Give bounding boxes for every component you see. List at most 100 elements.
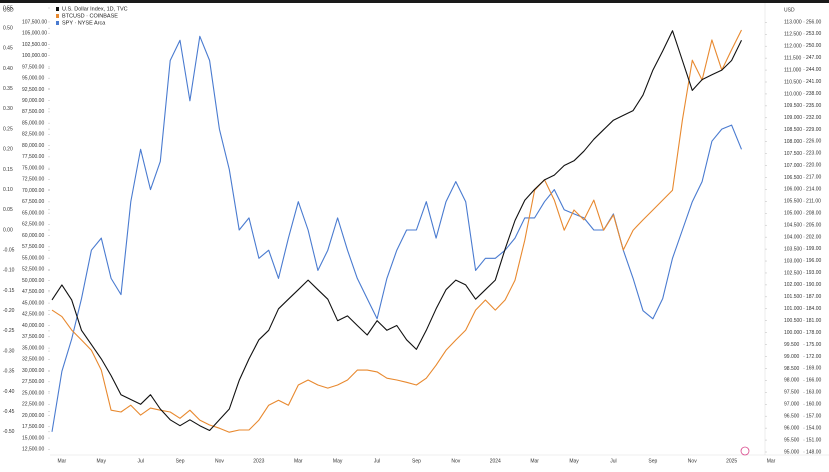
left2-tick-label: 15,000.00 [22,435,44,441]
right-tick-label: 108.000 [784,139,802,145]
right2-tick-label: 217.00 [806,175,822,181]
left-tick-label: 0.05 [3,207,13,213]
left2-tick-label: 92,500.00 [22,87,44,93]
right-tick-label: 113.000 [784,20,802,26]
left2-tick-label: 27,500.00 [22,379,44,385]
right-tick-label: 104.500 [784,223,802,229]
x-tick-label: May [97,458,107,464]
right-tick-label: 100.000 [784,330,802,336]
right2-tick-label: 175.00 [806,342,822,348]
x-tick-label: Nov [688,458,697,464]
x-tick-label: Sep [648,458,657,464]
right2-tick-label: 205.00 [806,222,822,228]
left2-tick-label: 67,500.00 [22,199,44,205]
left2-tick-label: 22,500.00 [22,402,44,408]
left-tick-label: 0.20 [3,147,13,153]
left2-tick-label: 50,000.00 [22,278,44,284]
left2-tick-label: 55,000.00 [22,255,44,261]
left-tick-label: -0.50 [3,429,15,435]
right-tick-label: 96.500 [784,414,800,420]
x-tick-label: 2024 [490,458,501,464]
right2-tick-label: 172.00 [806,354,822,360]
right2-tick-label: 151.00 [806,437,822,443]
right2-tick-label: 199.00 [806,246,822,252]
x-tick-label: Sep [412,458,421,464]
left-tick-label: 0.00 [3,227,13,233]
right2-tick-label: 229.00 [806,127,822,133]
x-tick-label: Mar [767,458,776,464]
legend-swatch [56,21,59,25]
right2-tick-label: 238.00 [806,91,822,97]
left2-tick-label: 35,000.00 [22,345,44,351]
right-tick-label: 101.000 [784,306,802,312]
right-tick-label: 97.500 [784,390,800,396]
left2-tick-label: 32,500.00 [22,357,44,363]
left-tick-label: 0.15 [3,167,13,173]
series-line [51,35,743,432]
right2-tick-label: 211.00 [806,198,821,204]
right2-tick-label: 181.00 [806,318,822,324]
x-tick-label: Nov [215,458,224,464]
right2-tick-label: 235.00 [806,103,822,109]
x-tick-label: Jul [137,458,143,464]
left-tick-label: 0.55 [3,5,13,11]
legend-swatch [56,7,59,11]
x-tick-label: Jul [374,458,380,464]
right-tick-label: 111.000 [784,67,802,73]
right-tick-label: 109.500 [784,103,802,109]
right2-tick-label: 214.00 [806,187,822,193]
right-tick-label: 112.500 [784,32,802,38]
x-tick-label: Mar [294,458,303,464]
right2-tick-label: 253.00 [806,31,822,37]
right2-tick-label: 160.00 [806,402,822,408]
left-tick-label: -0.40 [3,389,15,395]
x-tick-label: Mar [58,458,67,464]
left2-tick-label: 52,500.00 [22,267,44,273]
right-tick-label: 105.500 [784,199,802,205]
left2-tick-label: 47,500.00 [22,289,44,295]
right2-tick-label: 163.00 [806,390,822,396]
left-tick-label: 0.30 [3,106,13,112]
right-tick-label: 98.500 [784,366,800,372]
right-tick-label: 110.000 [784,91,802,97]
right2-tick-label: 178.00 [806,330,822,336]
x-tick-label: 2025 [726,458,737,464]
left-tick-label: -0.30 [3,348,15,354]
x-tick-label: Jul [610,458,616,464]
right2-tick-label: 232.00 [806,115,822,121]
right-tick-label: 103.000 [784,258,802,264]
left2-tick-label: 80,000.00 [22,143,44,149]
left-tick-label: -0.45 [3,409,15,415]
right-tick-label: 106.500 [784,175,802,181]
left2-tick-label: 42,500.00 [22,312,44,318]
right-tick-label: 110.500 [784,79,802,85]
right-axis-unit: USD [784,7,795,13]
right2-tick-label: 148.00 [806,449,822,455]
left-tick-label: 0.25 [3,126,13,132]
right-tick-label: 101.500 [784,294,802,300]
x-tick-label: Nov [451,458,460,464]
right2-tick-label: 250.00 [806,43,822,49]
right2-tick-label: 154.00 [806,425,822,431]
right2-tick-label: 187.00 [806,294,822,300]
left-tick-label: -0.15 [3,288,15,294]
left2-tick-label: 62,500.00 [22,222,44,228]
right-tick-label: 109.000 [784,115,802,121]
right-tick-label: 100.500 [784,318,802,324]
legend-entry: BTCUSD · COINBASE [62,13,118,19]
right-tick-label: 97.000 [784,402,800,408]
right2-tick-label: 166.00 [806,378,822,384]
left2-tick-label: 82,500.00 [22,132,44,138]
right2-tick-label: 244.00 [806,67,822,73]
left-tick-label: -0.25 [3,328,15,334]
left-tick-label: 0.45 [3,46,13,52]
right-tick-label: 102.500 [784,270,802,276]
right2-tick-label: 196.00 [806,258,822,264]
logo-icon[interactable] [740,446,750,456]
left-tick-label: -0.20 [3,308,15,314]
left2-tick-label: 97,500.00 [22,64,44,70]
x-tick-label: 2023 [253,458,264,464]
right-tick-label: 98.000 [784,378,800,384]
right-tick-label: 112.000 [784,44,802,50]
